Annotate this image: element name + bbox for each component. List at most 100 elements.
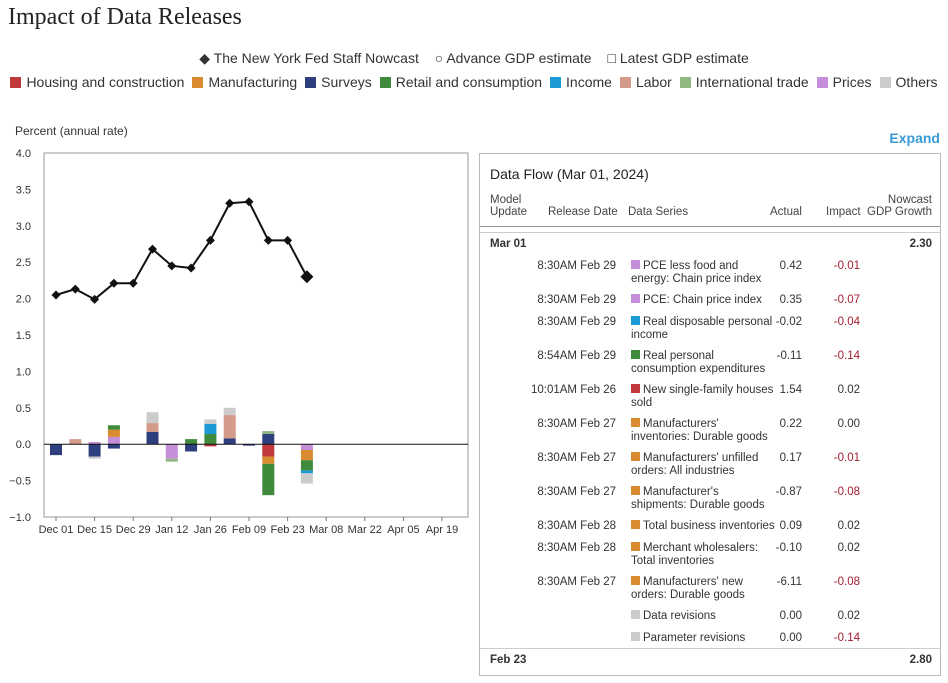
release-date: 8:30AM Feb 29 — [537, 260, 616, 272]
legend-label: Labor — [635, 74, 672, 90]
release-date: 10:01AM Feb 26 — [530, 384, 616, 396]
nowcast-point — [128, 278, 138, 288]
legend-category[interactable]: Retail and consumption — [379, 74, 542, 90]
col-nowcast: Nowcast GDP Growth — [867, 194, 932, 218]
legend-nowcast[interactable]: ◆ The New York Fed Staff Nowcast — [199, 50, 419, 66]
nowcast-point — [70, 284, 80, 294]
series-label: Manufacturers' inventories: Durable good… — [631, 418, 768, 443]
y-tick-label: 0.5 — [16, 403, 31, 415]
x-tick-label: Dec 15 — [77, 524, 112, 536]
y-tick-label: −0.5 — [9, 476, 31, 488]
impact-value: -0.07 — [833, 294, 860, 306]
nowcast-point — [300, 270, 314, 284]
bar-segment — [300, 444, 313, 451]
series-label: Manufacturer's shipments: Durable goods — [631, 486, 765, 511]
legend-category[interactable]: International trade — [679, 74, 809, 90]
legend-swatch — [305, 77, 317, 88]
legend-label: Income — [566, 74, 612, 90]
bar-segment — [262, 456, 275, 464]
legend-category[interactable]: Others — [879, 74, 938, 90]
divider — [480, 232, 940, 233]
y-tick-label: 3.0 — [16, 221, 31, 233]
legend-latest[interactable]: □ Latest GDP estimate — [607, 50, 748, 66]
data-flow-title: Data Flow (Mar 01, 2024) — [490, 166, 649, 182]
category-swatch — [631, 350, 640, 359]
nowcast-point — [283, 235, 293, 245]
actual-value: -0.10 — [775, 542, 802, 554]
category-swatch — [631, 520, 640, 529]
x-tick-label: Dec 01 — [39, 524, 74, 536]
bar-segment — [165, 444, 178, 459]
impact-value: 0.00 — [837, 418, 860, 430]
bar-segment — [223, 407, 236, 416]
category-swatch — [631, 418, 640, 427]
nowcast-point — [109, 278, 119, 288]
bar-segment — [204, 423, 217, 435]
bar-segment — [50, 444, 62, 456]
nowcast-point — [205, 235, 215, 245]
actual-value: -0.87 — [775, 486, 802, 498]
category-swatch — [631, 294, 640, 303]
legend-swatch — [879, 77, 891, 88]
bar-segment — [300, 470, 313, 474]
bar-segment — [300, 473, 313, 484]
y-tick-label: 0.0 — [16, 439, 31, 451]
bar-segment — [300, 450, 313, 461]
legend-swatch — [379, 77, 391, 88]
category-swatch — [631, 610, 640, 619]
bar-segment — [204, 444, 217, 447]
category-swatch — [631, 542, 640, 551]
series-label: Real disposable personal income — [631, 316, 773, 341]
category-swatch — [631, 486, 640, 495]
square-icon: □ — [607, 50, 616, 66]
series-name: Merchant wholesalers: Total inventories — [631, 542, 776, 567]
y-tick-label: 1.5 — [16, 330, 31, 342]
bar-segment — [165, 458, 178, 462]
y-axis-label: Percent (annual rate) — [15, 124, 128, 138]
bar-segment — [262, 463, 275, 496]
legend-swatch — [192, 77, 204, 88]
nowcast-point — [244, 197, 254, 207]
legend-category[interactable]: Manufacturing — [192, 74, 297, 90]
legend-category[interactable]: Surveys — [305, 74, 372, 90]
bar-segment — [185, 439, 198, 445]
legend-category[interactable]: Prices — [816, 74, 872, 90]
release-date: 8:30AM Feb 29 — [537, 294, 616, 306]
series-name: Total business inventories — [631, 520, 776, 533]
bar-segment — [185, 444, 198, 452]
series-name: Manufacturers' inventories: Durable good… — [631, 418, 776, 443]
legend-category[interactable]: Income — [550, 74, 612, 90]
legend-label: Surveys — [321, 74, 372, 90]
bar-segment — [146, 423, 159, 432]
legend-swatch — [816, 77, 828, 88]
release-date: 8:30AM Feb 28 — [537, 520, 616, 532]
legend-category[interactable]: Labor — [619, 74, 672, 90]
series-name: PCE less food and energy: Chain price in… — [631, 260, 776, 285]
impact-value: -0.14 — [833, 350, 860, 362]
series-label: Total business inventories — [643, 520, 775, 532]
bar-segment — [204, 434, 217, 445]
table-header: Model Update Release Date Data Series Ac… — [480, 192, 940, 227]
y-tick-label: 1.0 — [16, 366, 31, 378]
legend-advance[interactable]: ○ Advance GDP estimate — [435, 50, 592, 66]
actual-value: -6.11 — [776, 576, 802, 588]
series-label: Manufacturers' unfilled orders: All indu… — [631, 452, 759, 477]
expand-link[interactable]: Expand — [889, 130, 940, 146]
legend-category[interactable]: Housing and construction — [10, 74, 184, 90]
bar-segment — [262, 434, 275, 445]
col-model-update: Model Update — [490, 194, 528, 218]
x-tick-label: Dec 29 — [116, 524, 151, 536]
bar-segment — [262, 444, 275, 457]
x-tick-label: Jan 12 — [155, 524, 188, 536]
release-date: 8:30AM Feb 29 — [537, 316, 616, 328]
actual-value: 0.22 — [779, 418, 802, 430]
x-tick-label: Apr 05 — [387, 524, 419, 536]
col-data-series: Data Series — [628, 206, 689, 218]
impact-value: -0.14 — [833, 632, 860, 644]
actual-value: 0.00 — [779, 632, 802, 644]
series-name: Parameter revisions — [631, 632, 776, 645]
col-impact: Impact — [826, 206, 861, 218]
bar-segment — [223, 415, 236, 439]
legend-label: Others — [895, 74, 938, 90]
series-name: Manufacturers' unfilled orders: All indu… — [631, 452, 776, 477]
